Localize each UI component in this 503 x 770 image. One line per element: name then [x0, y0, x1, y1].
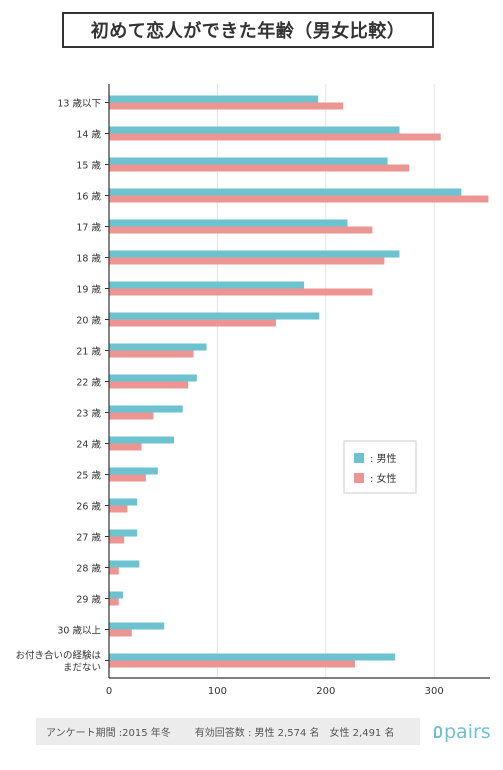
survey-footer: アンケート期間 :2015 年冬 有効回答数 : 男性 2,574 名 女性 2… [36, 718, 420, 745]
bar-male [109, 653, 396, 661]
category-label: 14 歳 [76, 129, 101, 141]
bar-female [109, 536, 125, 544]
category-label: 26 歳 [76, 501, 101, 513]
bar-male [109, 498, 138, 506]
bar-female [109, 195, 489, 203]
bar-male [109, 467, 158, 475]
survey-period: アンケート期間 :2015 年冬 [46, 728, 171, 739]
category-label: 20 歳 [76, 315, 101, 327]
bar-male [109, 281, 305, 289]
bar-male [109, 312, 320, 320]
bar-female [109, 567, 119, 575]
legend-swatch-male [354, 453, 364, 463]
category-label: 19 歳 [76, 284, 101, 296]
bar-female [109, 257, 385, 265]
bar-female [109, 288, 373, 296]
category-label: 23 歳 [76, 408, 101, 420]
logo-text: pairs [444, 720, 491, 743]
bar-male [109, 157, 388, 165]
category-label: 21 歳 [76, 346, 101, 358]
logo-mark-icon [434, 725, 442, 738]
bar-male [109, 374, 197, 382]
bar-female [109, 350, 194, 358]
bar-female [109, 598, 119, 606]
category-label: 25 歳 [76, 470, 101, 482]
bar-male [109, 219, 348, 227]
category-label: 15 歳 [76, 160, 101, 172]
bar-female [109, 474, 146, 482]
bar-female [109, 443, 142, 451]
bar-male [109, 591, 124, 599]
category-label: 13 歳以下 [57, 98, 101, 110]
category-label: 24 歳 [76, 439, 101, 451]
category-label: 30 歳以上 [57, 625, 101, 637]
bar-female [109, 133, 441, 141]
bar-female [109, 164, 410, 172]
bar-male [109, 436, 175, 444]
category-label: 28 歳 [76, 563, 101, 575]
bar-female [109, 381, 189, 389]
x-tick-label: 0 [106, 686, 112, 697]
legend-label-male: : 男性 [370, 452, 397, 465]
category-label: 17 歳 [76, 222, 101, 234]
category-label: 16 歳 [76, 191, 101, 203]
category-label: まだない [63, 663, 101, 674]
bar-female [109, 102, 344, 110]
legend-swatch-female [354, 473, 364, 483]
bar-male [109, 250, 400, 258]
x-tick-label: 300 [425, 686, 444, 697]
bar-female [109, 660, 356, 668]
category-label: 22 歳 [76, 377, 101, 389]
bar-female [109, 505, 128, 513]
bar-male [109, 405, 183, 413]
bar-male [109, 560, 140, 568]
category-label: お付き合いの経験は [15, 650, 101, 662]
legend-label-female: : 女性 [370, 472, 397, 485]
response-count: 有効回答数 : 男性 2,574 名 女性 2,491 名 [194, 728, 395, 739]
x-tick-label: 200 [316, 686, 335, 697]
bar-female [109, 629, 132, 637]
bar-male [109, 188, 462, 196]
legend-box [343, 440, 417, 494]
category-label: 29 歳 [76, 594, 101, 606]
x-tick-label: 100 [208, 686, 227, 697]
pairs-logo: pairs [434, 718, 491, 745]
bar-male [109, 126, 400, 134]
bar-female [109, 412, 154, 420]
bar-female [109, 226, 373, 234]
bar-male [109, 529, 138, 537]
bar-male [109, 95, 319, 103]
category-label: 27 歳 [76, 532, 101, 544]
bar-female [109, 319, 276, 327]
chart-title: 初めて恋人ができた年齢（男女比較） [62, 12, 434, 48]
bar-male [109, 622, 165, 630]
bar-male [109, 343, 207, 351]
category-label: 18 歳 [76, 253, 101, 265]
